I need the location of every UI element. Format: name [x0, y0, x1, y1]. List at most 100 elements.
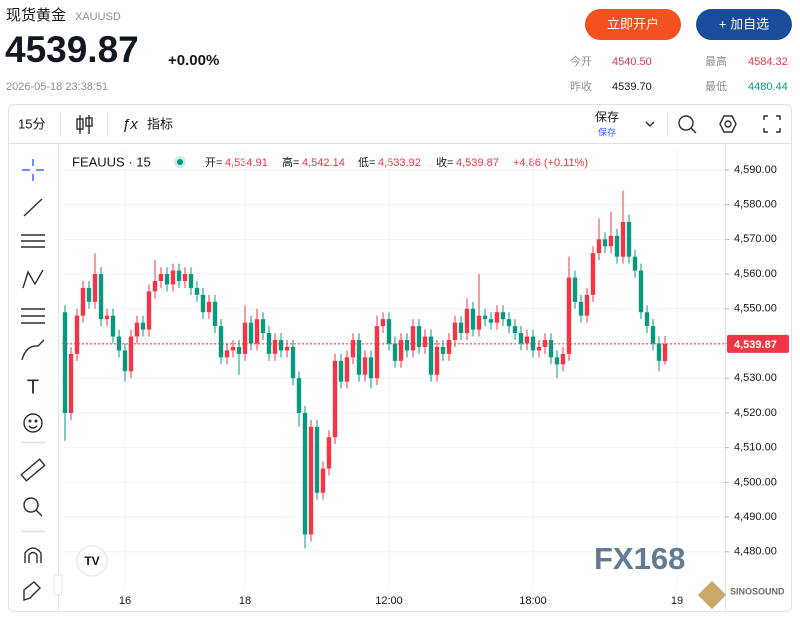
candle-body	[296, 378, 302, 413]
last-price-label: 4,539.87	[734, 339, 777, 351]
candle-body	[374, 326, 380, 379]
candle-body	[332, 360, 338, 438]
candle-body	[302, 412, 308, 535]
x-tick-label: 12:00	[375, 595, 403, 607]
candle-body	[542, 340, 548, 347]
candle-body	[404, 340, 410, 351]
timestamp: 2026-05-18 23:38:51	[6, 81, 108, 93]
candle-body	[578, 301, 584, 316]
candle-body	[152, 280, 158, 292]
candle-body	[380, 319, 386, 327]
candle-body	[164, 274, 170, 285]
candle-body	[224, 350, 230, 358]
candle-body	[566, 277, 572, 354]
candle-body	[182, 274, 188, 281]
fullscreen-icon[interactable]	[763, 115, 781, 133]
candle-body	[230, 346, 236, 351]
drawing-tools[interactable]: T	[20, 159, 46, 601]
candle-body	[548, 340, 554, 358]
watermark-brand: SINOSOUND	[730, 586, 785, 596]
stat-value: 4584.32	[748, 56, 788, 68]
candle-body	[368, 357, 374, 379]
candles	[62, 190, 668, 549]
legend-value: 4,534.91	[225, 157, 268, 169]
y-tick-label: 4,570.00	[734, 233, 777, 245]
candle-body	[512, 326, 518, 334]
fx-icon[interactable]: ƒx	[122, 116, 138, 133]
candle-body	[170, 270, 176, 285]
watchlist-label[interactable]: + 加自选	[719, 16, 769, 31]
stat-label: 最高	[705, 54, 727, 68]
legend-value: 4,539.87	[456, 157, 499, 169]
instrument-symbol: XAUUSD	[75, 11, 121, 23]
candle-body	[644, 312, 650, 327]
candle-body	[626, 221, 632, 257]
candle-body	[500, 312, 506, 320]
candle-body	[524, 336, 530, 344]
candle-body	[194, 287, 200, 295]
candle-body	[602, 239, 608, 247]
candle-body	[410, 326, 416, 351]
candle-body	[656, 343, 662, 361]
y-tick-label: 4,550.00	[734, 303, 777, 315]
open-account-label[interactable]: 立即开户	[607, 16, 659, 31]
tv-logo: TV	[76, 545, 108, 577]
svg-text:T: T	[27, 376, 39, 398]
indicators-button[interactable]: 指标	[147, 116, 173, 131]
candle-body	[176, 270, 182, 281]
y-tick-label: 4,590.00	[734, 164, 777, 176]
candle-body	[476, 315, 482, 330]
instrument-title: 现货黄金	[6, 7, 66, 24]
axes: 4,480.00 4,490.00 4,500.00 4,510.00 4,520.00…	[62, 164, 789, 607]
y-tick-label: 4,520.00	[734, 407, 777, 419]
candle-body	[446, 340, 452, 354]
candle-body	[62, 312, 68, 413]
legend-value: 4,533.92	[378, 157, 421, 169]
last-price-badge	[727, 334, 789, 353]
candle-body	[308, 426, 314, 535]
candle-body	[314, 426, 320, 493]
settings-icon[interactable]	[719, 115, 737, 133]
watermark-logo: FX168	[594, 541, 685, 576]
open-account-button[interactable]	[585, 9, 681, 40]
candle-body	[80, 287, 86, 316]
candle-body	[254, 319, 260, 344]
candle-body	[86, 287, 92, 302]
candle-body	[608, 235, 614, 247]
chart-symbol: FEAUUS · 15	[72, 154, 151, 169]
candle-body	[158, 274, 164, 281]
status-dot	[177, 159, 183, 165]
candle-body	[614, 235, 620, 257]
save-button[interactable]: 保存	[595, 110, 619, 124]
candle-body	[518, 333, 524, 344]
candle-body	[482, 315, 488, 320]
candle-body	[146, 291, 152, 330]
candle-body	[620, 221, 626, 257]
interval-button[interactable]: 15分	[18, 116, 45, 131]
candle-body	[272, 340, 278, 354]
candle-body	[584, 294, 590, 316]
stat-value: 4539.70	[612, 81, 652, 93]
watchlist-button[interactable]	[696, 9, 792, 40]
candle-body	[68, 353, 74, 413]
candle-body	[122, 350, 128, 372]
save-menu-icon[interactable]	[645, 121, 655, 127]
candle-body	[326, 437, 332, 469]
candle-body	[350, 340, 356, 358]
candle-body	[416, 326, 422, 347]
candle-body	[386, 319, 392, 344]
candle-body	[536, 346, 542, 351]
candle-body	[650, 326, 656, 344]
chart-type-icon[interactable]	[76, 115, 93, 134]
legend-change: +4.86 (+0.11%)	[513, 157, 588, 169]
y-tick-label: 4,580.00	[734, 199, 777, 211]
quick-search-icon[interactable]	[678, 115, 697, 134]
candle-body	[530, 336, 536, 351]
collapse-toggle[interactable]	[53, 574, 63, 596]
svg-text:TV: TV	[84, 554, 99, 568]
candle-body	[452, 322, 458, 341]
last-price: 4539.87	[5, 29, 139, 70]
candle-body	[104, 315, 110, 320]
candle-body	[440, 346, 446, 354]
candle-body	[134, 322, 140, 337]
